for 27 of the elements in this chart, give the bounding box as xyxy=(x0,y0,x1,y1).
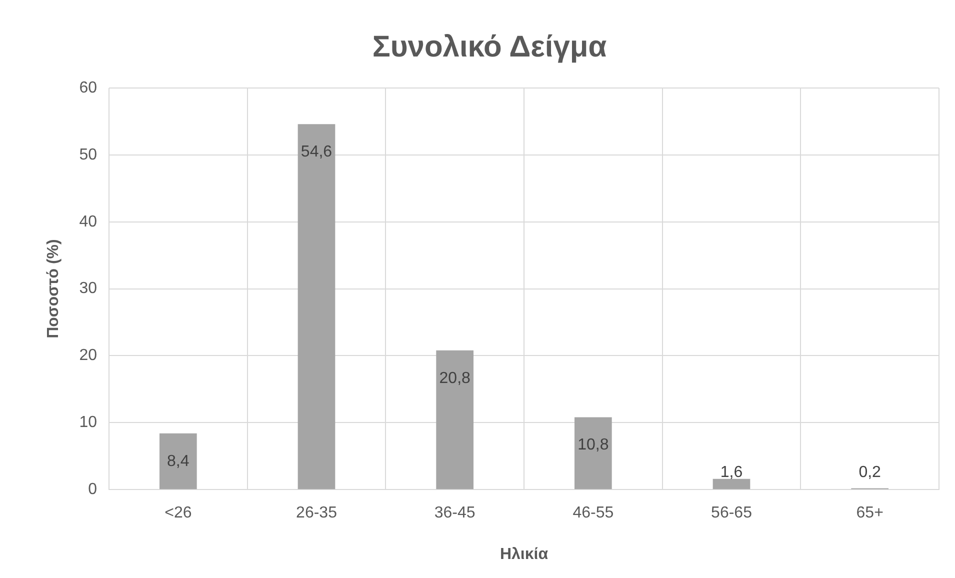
data-label: 20,8 xyxy=(439,370,471,387)
bar xyxy=(574,417,612,490)
y-tick-label: 30 xyxy=(79,280,98,298)
y-tick-label: 20 xyxy=(79,347,98,364)
x-axis-title: Ηλικία xyxy=(500,546,548,563)
x-tick-label: <26 xyxy=(164,504,192,522)
x-tick-label: 26-35 xyxy=(296,504,338,522)
y-tick-label: 50 xyxy=(79,146,98,164)
bar xyxy=(298,124,336,490)
y-tick-label: 10 xyxy=(79,414,98,432)
x-tick-label: 65+ xyxy=(856,504,884,522)
data-label: 54,6 xyxy=(300,144,332,161)
x-tick-label: 46-55 xyxy=(572,504,614,522)
bar xyxy=(712,478,750,490)
y-tick-label: 0 xyxy=(88,481,98,498)
bar xyxy=(159,433,197,490)
data-label: 10,8 xyxy=(578,436,609,454)
data-label: 1,6 xyxy=(720,464,743,482)
x-tick-label: 56-65 xyxy=(711,504,752,522)
bar xyxy=(436,350,474,490)
y-tick-label: 60 xyxy=(79,79,98,96)
y-tick-label: 40 xyxy=(79,213,98,230)
data-label: 8,4 xyxy=(167,452,190,470)
data-label: 0,2 xyxy=(858,464,882,482)
x-tick-label: 36-45 xyxy=(434,504,476,522)
chart-title: Συνολικό Δείγμα xyxy=(372,30,608,64)
y-axis-title: Ποσοστό (%) xyxy=(45,239,62,338)
